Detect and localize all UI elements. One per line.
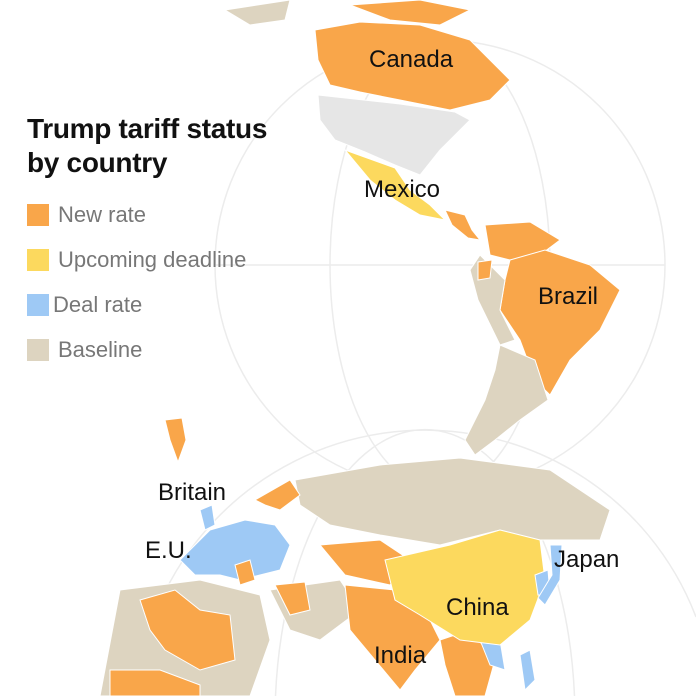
label-japan: Japan [554,546,620,573]
label-india: India [374,642,427,669]
iceland [164,417,187,464]
usa [317,94,471,176]
label-china: China [446,594,509,621]
label-britain: Britain [158,479,227,506]
legend: Trump tariff status by country New rate … [27,112,267,372]
britain [199,504,216,531]
legend-item-baseline: Baseline [27,327,267,372]
eurasia [99,417,611,696]
title-line-2: by country [27,147,168,178]
eu [179,519,291,581]
legend-item-deal-rate: Deal rate [27,282,267,327]
legend-swatch [27,338,49,361]
legend-label: Deal rate [53,291,143,317]
legend-swatch [27,248,49,271]
algeria-libya [139,589,236,671]
legend-swatch [27,203,49,226]
central-america [444,209,482,241]
title-line-1: Trump tariff status [27,113,268,144]
southern-cone [464,344,549,456]
africa-south [109,669,201,696]
label-brazil: Brazil [538,283,599,310]
americas [223,0,621,456]
legend-label: New rate [58,201,147,227]
legend-item-new-rate: New rate [27,192,267,237]
legend-label: Upcoming deadline [58,246,247,272]
scandinavia [253,479,301,511]
iraq-syria [274,581,311,616]
label-eu: E.U. [145,537,192,564]
arctic-islands [349,0,472,26]
china [384,529,546,646]
label-canada: Canada [369,46,454,73]
canada [314,21,511,111]
label-mexico: Mexico [364,176,441,203]
map-title: Trump tariff status by country [27,112,267,180]
greenland [223,0,291,26]
legend-label: Baseline [58,336,143,362]
philippines-indonesia [519,649,536,692]
ecuador [477,259,493,281]
legend-item-upcoming-deadline: Upcoming deadline [27,237,267,282]
legend-swatch [27,293,49,316]
balkans [234,559,256,586]
mexico [343,148,447,221]
russia [294,457,611,546]
japan [537,544,563,606]
